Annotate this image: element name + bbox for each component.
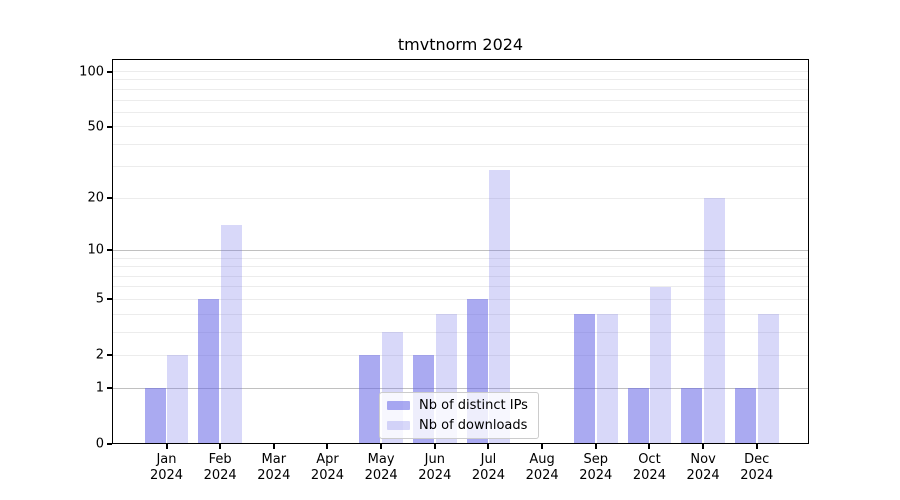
y-tick-label-0: 0: [95, 436, 104, 452]
y-tick-50: [107, 125, 112, 128]
x-tick-year-dec: 2024: [740, 468, 774, 483]
bar-downloads-jul: [489, 169, 511, 444]
x-tick-aug: [541, 444, 544, 449]
bar-distinct-ips-nov: [681, 388, 703, 444]
x-tick-year-mar: 2024: [257, 468, 291, 483]
legend-label-distinct-ips: Nb of distinct IPs: [419, 398, 528, 413]
x-tick-sep: [594, 444, 597, 449]
y-tick-100: [107, 70, 112, 73]
y-grid-line-6: [113, 286, 808, 288]
legend-swatch-downloads: [387, 421, 410, 430]
x-tick-label-oct: Oct 2024: [619, 452, 679, 484]
y-grid-line-40: [113, 143, 808, 145]
x-tick-mar: [272, 444, 275, 449]
bar-distinct-ips-feb: [198, 299, 220, 444]
legend: Nb of distinct IPs Nb of downloads: [379, 392, 539, 439]
y-grid-line-7: [113, 275, 808, 277]
chart-title: tmvtnorm 2024: [397, 35, 524, 54]
y-tick-10: [107, 249, 112, 252]
y-tick-5: [107, 298, 112, 301]
y-grid-line-9: [113, 257, 808, 259]
legend-item-downloads: Nb of downloads: [387, 418, 528, 433]
x-tick-year-jun: 2024: [418, 468, 452, 483]
y-grid-line-70: [113, 99, 808, 101]
bar-downloads-jan: [167, 355, 189, 444]
x-tick-label-jul: Jul 2024: [458, 452, 518, 484]
y-tick-label-20: 20: [87, 190, 104, 206]
x-tick-label-may: May 2024: [351, 452, 411, 484]
legend-label-downloads: Nb of downloads: [419, 418, 528, 433]
x-tick-year-apr: 2024: [310, 468, 345, 483]
y-grid-line-90: [113, 79, 808, 81]
x-tick-apr: [326, 444, 329, 449]
x-tick-label-nov: Nov 2024: [673, 452, 733, 484]
x-tick-oct: [648, 444, 651, 449]
x-tick-label-sep: Sep 2024: [566, 452, 626, 484]
y-grid-line-20: [113, 197, 808, 199]
y-tick-0: [107, 443, 112, 445]
x-tick-label-feb: Feb 2024: [190, 452, 250, 484]
x-tick-year-aug: 2024: [525, 468, 559, 483]
x-tick-year-may: 2024: [364, 468, 398, 483]
x-tick-year-jul: 2024: [471, 468, 505, 483]
y-tick-label-10: 10: [87, 242, 104, 258]
x-tick-label-jan: Jan 2024: [137, 452, 197, 484]
x-tick-year-sep: 2024: [579, 468, 613, 483]
bar-distinct-ips-sep: [574, 314, 596, 444]
bar-distinct-ips-jan: [144, 388, 166, 444]
x-tick-label-mar: Mar 2024: [244, 452, 304, 484]
x-tick-label-apr: Apr 2024: [297, 452, 357, 484]
legend-item-distinct-ips: Nb of distinct IPs: [387, 398, 528, 413]
x-tick-year-oct: 2024: [632, 468, 666, 483]
x-tick-label-dec: Dec 2024: [727, 452, 787, 484]
y-tick-label-5: 5: [95, 291, 104, 307]
bar-downloads-sep: [596, 314, 618, 444]
y-grid-line-10: [113, 249, 808, 251]
y-grid-line-50: [113, 126, 808, 128]
y-grid-line-8: [113, 266, 808, 268]
legend-swatch-distinct-ips: [387, 401, 410, 410]
x-tick-year-jan: 2024: [149, 468, 184, 483]
bar-downloads-feb: [220, 225, 242, 444]
y-tick-label-1: 1: [95, 380, 104, 396]
y-grid-line-2: [113, 354, 808, 356]
x-tick-label-aug: Aug 2024: [512, 452, 572, 484]
y-grid-line-60: [113, 111, 808, 113]
y-tick-1: [107, 387, 112, 390]
x-tick-feb: [219, 444, 222, 449]
bar-distinct-ips-dec: [735, 388, 756, 444]
bar-downloads-oct: [650, 286, 672, 444]
y-tick-label-100: 100: [79, 64, 104, 80]
y-grid-line-30: [113, 166, 808, 168]
y-tick-20: [107, 197, 112, 200]
x-tick-may: [380, 444, 383, 449]
y-grid-line-1: [113, 387, 808, 389]
y-grid-line-80: [113, 88, 808, 90]
x-tick-year-nov: 2024: [686, 468, 720, 483]
y-tick-label-2: 2: [95, 347, 104, 363]
x-tick-label-jun: Jun 2024: [405, 452, 465, 484]
x-tick-nov: [702, 444, 705, 449]
y-tick-2: [107, 354, 112, 357]
y-grid-line-5: [113, 298, 808, 300]
x-tick-jan: [165, 444, 168, 449]
y-grid-line-4: [113, 313, 808, 315]
y-grid-line-3: [113, 331, 808, 333]
bar-distinct-ips-may: [359, 355, 381, 444]
x-tick-jun: [433, 444, 436, 449]
y-tick-label-50: 50: [87, 119, 104, 135]
x-tick-dec: [755, 444, 758, 449]
x-tick-year-feb: 2024: [203, 468, 237, 483]
bar-distinct-ips-oct: [627, 388, 649, 444]
y-grid-line-100: [113, 71, 808, 73]
x-tick-jul: [487, 444, 490, 449]
bar-downloads-dec: [757, 314, 779, 444]
bar-downloads-nov: [703, 198, 725, 444]
